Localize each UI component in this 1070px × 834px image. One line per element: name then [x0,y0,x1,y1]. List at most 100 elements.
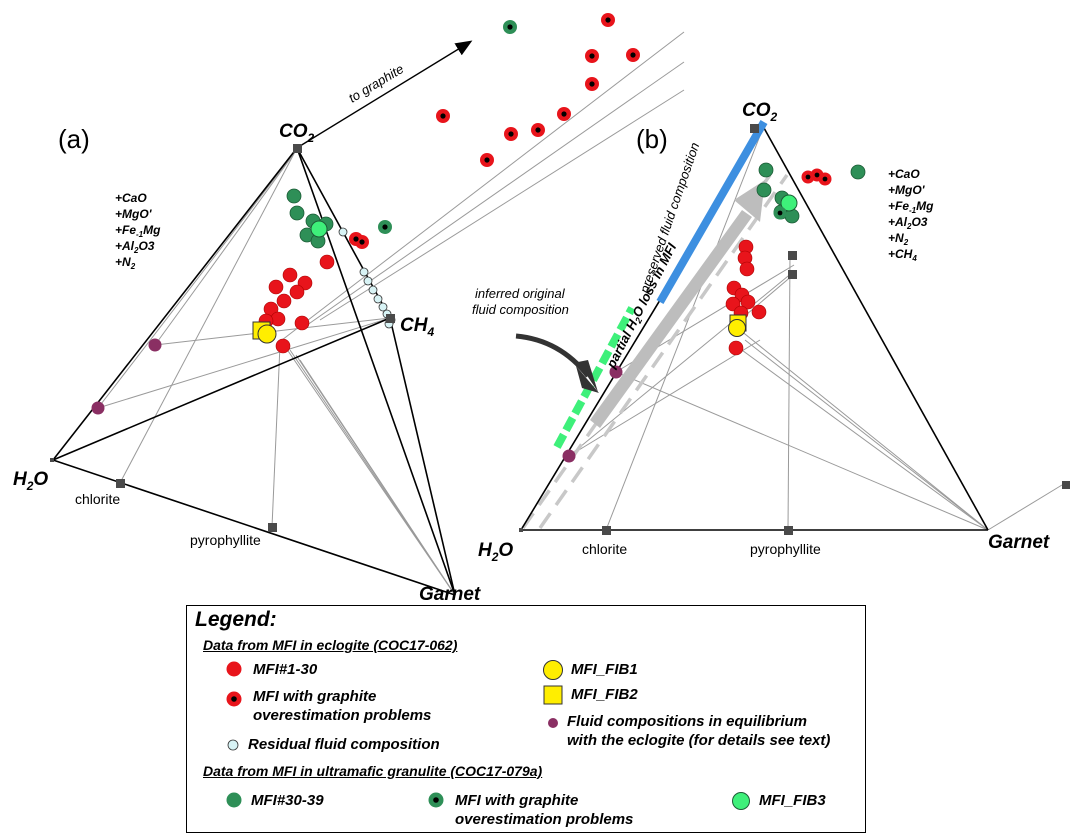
panel-a-label: (a) [58,124,90,154]
graphite-problem-points-b [773,168,832,220]
mfi-1-30-points-a [258,254,335,354]
co2-vertex-label-b: CO2 [742,100,778,124]
panel-a-edges [52,147,456,596]
residual-point [368,285,378,295]
legend-residual: Residual fluid composition [248,736,440,753]
addition-femg: +Fe-1Mg [888,199,934,215]
addition-mgo: +MgO' [115,207,153,221]
panel-b-dashed-lines [521,173,789,530]
mfi-red-point [276,293,292,309]
inferred-label-line2: fluid composition [472,302,569,317]
co2-square [750,124,759,133]
panel-b: (b) CO2 H2O Garnet chlorite pyrophyllite… [472,100,1070,564]
mfi-red-point [739,261,755,277]
legend-mfi-30-39: MFI#30-39 [251,792,324,809]
mfi-fib1-point-a [257,324,277,344]
legend-fib1: MFI_FIB1 [571,661,638,678]
legend-graphite-green-line1: MFI with graphite [455,792,579,809]
addition-n2: +N2 [888,231,909,247]
mfi-1-30-points-b [725,239,767,356]
mfi-fib3-point-a [310,220,328,238]
mfi-green-point [758,162,774,178]
residual-point [359,267,369,277]
garnet-vertex-label-a: Garnet [419,584,481,605]
legend-graphite-problem-line2: overestimation problems [253,707,432,724]
legend-graphite-green-line2: overestimation problems [455,811,634,828]
legend-equilibrium-line2: with the eclogite (for details see text) [567,732,831,749]
residual-point [338,227,348,237]
panel-a-additions: +CaO +MgO' +Fe-1Mg +Al2O3 +N2 [115,191,161,271]
inferred-fluid-bar [553,306,636,449]
legend-graphite-red-icon [226,691,242,707]
mfi-green-point [286,188,302,204]
inferred-arrow [515,333,590,378]
mfi-red-point [751,304,767,320]
mfi-red-point [728,340,744,356]
equilibrium-point [609,365,623,379]
legend-fib2: MFI_FIB2 [571,686,638,703]
phase-square [788,251,797,260]
ch4-vertex-label-a: CH4 [400,315,434,339]
mfi-red-point [275,338,291,354]
panel-a: to graphite [13,13,685,605]
legend: Legend: Data from MFI in eclogite (COC17… [186,605,866,833]
mfi-red-point [289,284,305,300]
legend-green-circle-icon [226,792,242,808]
addition-cao: +CaO [115,191,147,205]
legend-graphite-problem-line1: MFI with graphite [253,688,377,705]
mfi-30-39-points-a [286,188,334,249]
to-graphite-arrow [299,40,473,147]
legend-mfi-1-30: MFI#1-30 [253,661,318,678]
h2o-square [519,528,523,532]
co2-square [293,144,302,153]
h2o-vertex-label-b: H2O [478,540,513,564]
panel-b-phase-squares [519,124,1070,535]
panel-a-phase-squares [50,144,395,532]
legend-title: Legend: [195,608,277,631]
ch4-square [386,314,395,323]
panel-a-tie-lines [97,31,685,596]
legend-equilibrium-icon [548,718,558,728]
legend-fib3: MFI_FIB3 [759,792,826,809]
legend-section-granulite: Data from MFI in ultramafic granulite (C… [203,763,543,779]
legend-fib3-icon [732,792,750,810]
inferred-label-line1: inferred original [475,286,566,301]
preserved-fluid-label: preserved fluid composition [636,140,702,295]
preserved-fluid-bar [656,119,768,305]
mfi-red-point [740,294,756,310]
mfi-green-point [756,182,772,198]
pyrophyllite-square [268,523,277,532]
addition-ch4: +CH4 [888,247,917,263]
legend-fib2-icon [543,685,563,705]
panel-b-tie-lines [568,127,1063,531]
phase-square [1062,481,1070,489]
mfi-red-point [282,267,298,283]
legend-red-circle-icon [226,661,242,677]
mfi-green-point [850,164,866,180]
chlorite-label-a: chlorite [75,491,120,507]
legend-residual-icon [227,739,239,751]
residual-point [373,294,383,304]
phase-square [788,270,797,279]
h2o-vertex-label-a: H2O [13,469,48,493]
pyrophyllite-square [784,526,793,535]
legend-graphite-green-icon [428,792,444,808]
panel-b-label: (b) [636,124,668,154]
co2-vertex-label-a: CO2 [279,121,315,145]
panel-b-additions: +CaO +MgO' +Fe-1Mg +Al2O3 +N2 +CH4 [888,167,934,263]
chlorite-square [116,479,125,488]
mfi-green-point [289,205,305,221]
mfi-fib1-point-b [728,319,746,337]
legend-equilibrium-line1: Fluid compositions in equilibrium [567,713,807,730]
addition-cao: +CaO [888,167,920,181]
residual-point [378,302,388,312]
legend-fib1-icon [543,660,563,680]
mfi-red-point [294,315,310,331]
legend-section-eclogite: Data from MFI in eclogite (COC17-062) [203,637,458,653]
chlorite-label-b: chlorite [582,541,627,557]
residual-point [363,276,373,286]
mfi-red-point [268,279,284,295]
addition-n2: +N2 [115,255,136,271]
equilibrium-point [148,338,162,352]
